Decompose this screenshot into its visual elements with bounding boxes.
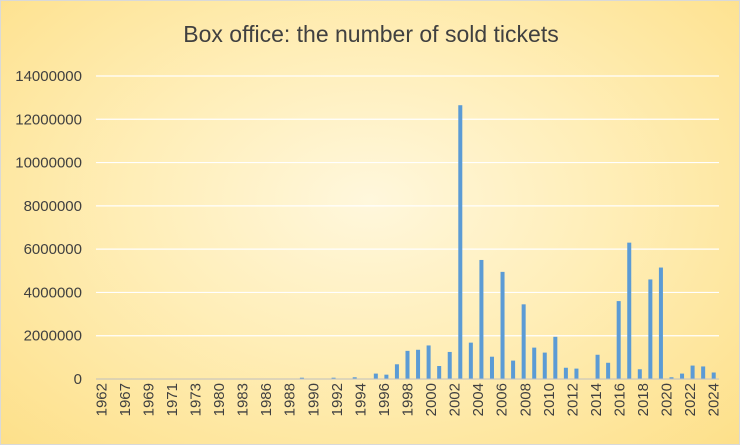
bar-2014 <box>606 362 611 379</box>
x-axis-ticks: 1962 1967 1969 1971 1973 1980 1983 1986 1988 1990… <box>93 383 722 416</box>
bar-1994 <box>394 364 399 379</box>
y-tick-label: 6000000 <box>24 241 82 258</box>
bar-1990 <box>352 377 357 379</box>
x-tick-label: 1998 <box>400 383 417 416</box>
bar-2022 <box>690 365 695 379</box>
bar-2021 <box>680 373 685 379</box>
bars <box>299 105 716 379</box>
bar-1995 <box>405 350 410 379</box>
bar-1999 <box>447 351 452 379</box>
bar-2017 <box>637 369 642 379</box>
x-tick-label: 2020 <box>659 383 676 416</box>
bar-2023 <box>701 366 706 379</box>
y-tick-label: 12000000 <box>15 111 82 128</box>
x-tick-label: 2004 <box>470 383 487 416</box>
x-tick-label: 1969 <box>140 383 157 416</box>
x-tick-label: 1986 <box>258 383 275 416</box>
bar-2018 <box>648 279 653 379</box>
x-tick-label: 1988 <box>282 383 299 416</box>
y-tick-label: 0 <box>74 371 82 388</box>
bar-2016 <box>627 242 632 379</box>
x-tick-label: 2006 <box>494 383 511 416</box>
bar-1997 <box>426 345 431 379</box>
x-tick-label: 2010 <box>541 383 558 416</box>
bar-2004 <box>500 271 505 379</box>
x-tick-label: 1971 <box>164 383 181 416</box>
bar-2000 <box>458 105 463 379</box>
gridlines <box>96 75 719 337</box>
y-tick-label: 10000000 <box>15 155 82 172</box>
bar-1993 <box>384 374 389 379</box>
x-tick-label: 2012 <box>564 383 581 416</box>
bar-1992 <box>373 373 378 379</box>
x-tick-label: 2016 <box>612 383 629 416</box>
bar-2020 <box>669 377 674 379</box>
bar-2024 <box>711 372 716 379</box>
x-tick-label: 2000 <box>423 383 440 416</box>
bar-2001 <box>468 342 473 379</box>
bar-1988 <box>331 377 336 379</box>
y-tick-label: 8000000 <box>24 198 82 215</box>
bar-2011 <box>574 368 579 379</box>
bar-1985 <box>299 377 304 379</box>
x-tick-label: 1967 <box>117 383 134 416</box>
y-tick-label: 14000000 <box>15 68 82 85</box>
y-tick-label: 2000000 <box>24 328 82 345</box>
bar-2003 <box>489 356 494 379</box>
bar-1998 <box>437 366 442 379</box>
bar-2015 <box>616 301 621 379</box>
x-tick-label: 2008 <box>517 383 534 416</box>
x-tick-label: 2018 <box>635 383 652 416</box>
chart-title: Box office: the number of sold tickets <box>183 21 558 47</box>
y-tick-label: 4000000 <box>24 284 82 301</box>
x-tick-label: 1994 <box>352 383 369 416</box>
x-tick-label: 2022 <box>682 383 699 416</box>
y-axis-ticks: 0 2000000 4000000 6000000 8000000 10000000 120… <box>15 68 82 388</box>
x-tick-label: 1992 <box>329 383 346 416</box>
bar-2005 <box>511 360 516 379</box>
bar-2008 <box>542 352 547 379</box>
x-tick-label: 2014 <box>588 383 605 416</box>
x-tick-label: 1973 <box>188 383 205 416</box>
x-tick-label: 1990 <box>305 383 322 416</box>
bar-2013 <box>595 354 600 379</box>
x-tick-label: 1996 <box>376 383 393 416</box>
x-tick-label: 1962 <box>93 383 110 416</box>
bar-1996 <box>416 349 421 379</box>
x-tick-label: 2002 <box>447 383 464 416</box>
bar-2006 <box>521 304 526 379</box>
bar-2019 <box>658 267 663 379</box>
x-tick-label: 2024 <box>706 383 723 416</box>
x-tick-label: 1983 <box>235 383 252 416</box>
bar-2009 <box>553 336 558 379</box>
x-tick-label: 1980 <box>211 383 228 416</box>
bar-2010 <box>563 367 568 379</box>
bar-2002 <box>479 259 484 379</box>
bar-2007 <box>532 347 537 379</box>
